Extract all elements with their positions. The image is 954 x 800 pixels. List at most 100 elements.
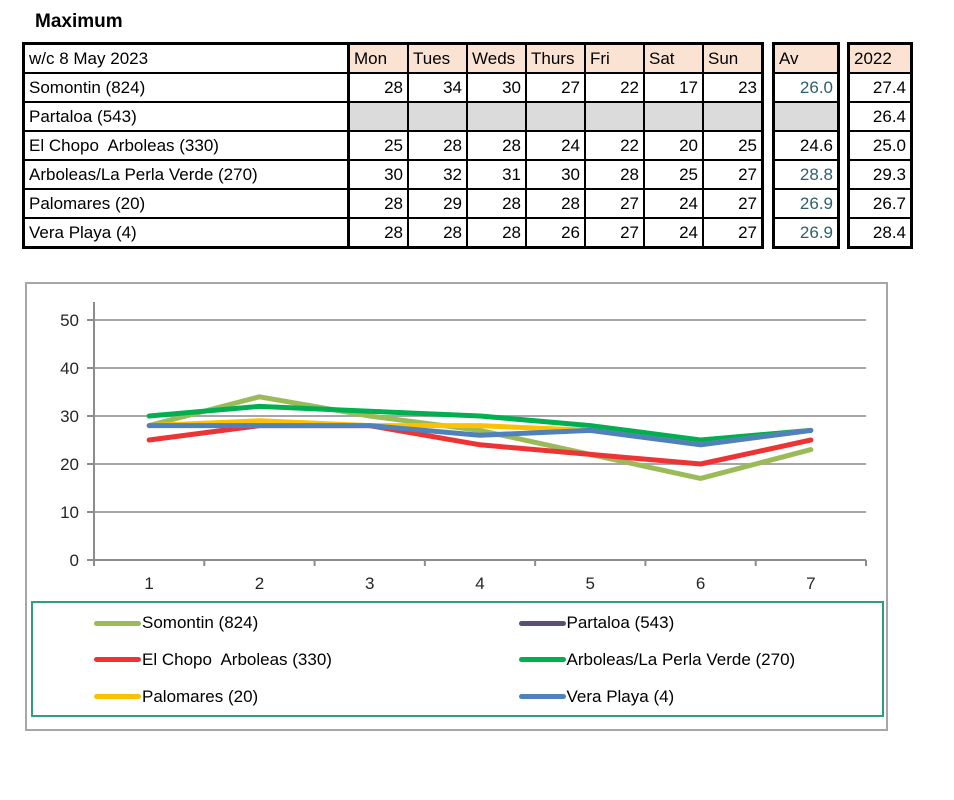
value-cell[interactable]: 20 — [643, 130, 704, 161]
table-row: Vera Playa (4) 28 28 28 26 27 24 27 — [22, 217, 764, 249]
row-label[interactable]: Somontin (824) — [22, 72, 350, 103]
day-header-mon[interactable]: Mon — [347, 42, 409, 74]
legend-label: Palomares (20) — [142, 686, 259, 706]
value-cell[interactable]: 27 — [584, 188, 645, 219]
value-cell[interactable]: 28 — [584, 159, 645, 190]
average-column-table: Av 26.0 24.6 28.8 26.9 26.9 — [772, 42, 840, 249]
y-tick-label: 10 — [60, 503, 79, 522]
day-header-sat[interactable]: Sat — [643, 42, 704, 74]
legend-item-el-chopo: El Chopo Arboleas (330) — [33, 650, 458, 670]
value-cell[interactable]: 27 — [702, 217, 764, 249]
value-cell[interactable]: 27 — [702, 159, 764, 190]
empty-cell[interactable] — [643, 101, 704, 132]
value-cell[interactable]: 28 — [347, 217, 409, 249]
value-cell[interactable]: 31 — [466, 159, 527, 190]
week-label-cell[interactable]: w/c 8 May 2023 — [22, 42, 350, 74]
y-tick-label: 50 — [60, 311, 79, 330]
value-cell[interactable]: 25 — [643, 159, 704, 190]
y-tick-label: 40 — [60, 359, 79, 378]
value-cell[interactable]: 28 — [525, 188, 586, 219]
legend-label: Somontin (824) — [142, 613, 259, 633]
value-cell[interactable]: 30 — [525, 159, 586, 190]
av-cell[interactable]: 28.8 — [772, 159, 840, 190]
row-label[interactable]: Palomares (20) — [22, 188, 350, 219]
av-cell[interactable]: 24.6 — [772, 130, 840, 161]
value-cell[interactable]: 24 — [643, 217, 704, 249]
value-cell[interactable]: 28 — [466, 130, 527, 161]
row-label[interactable]: Partaloa (543) — [22, 101, 350, 132]
legend-swatch — [518, 694, 566, 700]
empty-cell[interactable] — [584, 101, 645, 132]
year-cell[interactable]: 28.4 — [847, 217, 913, 249]
av-cell-empty[interactable] — [772, 101, 840, 132]
value-cell[interactable]: 22 — [584, 130, 645, 161]
av-cell[interactable]: 26.0 — [772, 72, 840, 103]
legend-swatch — [94, 657, 141, 663]
empty-cell[interactable] — [466, 101, 527, 132]
value-cell[interactable]: 28 — [407, 217, 468, 249]
day-header-thurs[interactable]: Thurs — [525, 42, 586, 74]
row-label[interactable]: Arboleas/La Perla Verde (270) — [22, 159, 350, 190]
series-line-0 — [146, 394, 814, 481]
value-cell[interactable]: 28 — [466, 217, 527, 249]
value-cell[interactable]: 34 — [407, 72, 468, 103]
year-2022-column-table: 2022 27.4 26.4 25.0 29.3 26.7 28.4 — [847, 42, 913, 249]
series-line-5 — [146, 423, 814, 448]
day-header-sun[interactable]: Sun — [702, 42, 764, 74]
day-header-fri[interactable]: Fri — [584, 42, 645, 74]
x-tick-label: 4 — [475, 574, 484, 593]
legend-item-vera-playa: Vera Playa (4) — [458, 687, 883, 707]
row-label[interactable]: El Chopo Arboleas (330) — [22, 130, 350, 161]
value-cell[interactable]: 32 — [407, 159, 468, 190]
table-row: Partaloa (543) — [22, 101, 764, 132]
row-label[interactable]: Vera Playa (4) — [22, 217, 350, 249]
value-cell[interactable]: 27 — [584, 217, 645, 249]
value-cell[interactable]: 28 — [407, 130, 468, 161]
weekly-temperature-table: w/c 8 May 2023 Mon Tues Weds Thurs Fri S… — [22, 42, 764, 249]
value-cell[interactable]: 28 — [347, 188, 409, 219]
value-cell[interactable]: 24 — [525, 130, 586, 161]
series-line-3 — [146, 403, 814, 443]
year-cell[interactable]: 26.4 — [847, 101, 913, 132]
x-tick-label: 3 — [365, 574, 374, 593]
day-header-weds[interactable]: Weds — [466, 42, 527, 74]
table-row: Arboleas/La Perla Verde (270) 30 32 31 3… — [22, 159, 764, 190]
value-cell[interactable]: 28 — [347, 72, 409, 103]
value-cell[interactable]: 28 — [466, 188, 527, 219]
y-tick-label: 0 — [70, 551, 79, 570]
av-header[interactable]: Av — [772, 42, 840, 74]
value-cell[interactable]: 27 — [702, 188, 764, 219]
av-cell[interactable]: 26.9 — [772, 188, 840, 219]
legend-item-somontin: Somontin (824) — [33, 613, 458, 633]
year-cell[interactable]: 27.4 — [847, 72, 913, 103]
value-cell[interactable]: 27 — [525, 72, 586, 103]
x-tick-label: 2 — [255, 574, 264, 593]
value-cell[interactable]: 25 — [702, 130, 764, 161]
legend-item-partaloa: Partaloa (543) — [458, 613, 883, 633]
year-header[interactable]: 2022 — [847, 42, 913, 74]
value-cell[interactable]: 17 — [643, 72, 704, 103]
legend-label: Arboleas/La Perla Verde (270) — [566, 649, 796, 669]
av-cell[interactable]: 26.9 — [772, 217, 840, 249]
value-cell[interactable]: 26 — [525, 217, 586, 249]
value-cell[interactable]: 23 — [702, 72, 764, 103]
empty-cell[interactable] — [525, 101, 586, 132]
empty-cell[interactable] — [347, 101, 409, 132]
year-cell[interactable]: 25.0 — [847, 130, 913, 161]
empty-cell[interactable] — [702, 101, 764, 132]
empty-cell[interactable] — [407, 101, 468, 132]
legend-swatch — [518, 620, 566, 626]
value-cell[interactable]: 30 — [347, 159, 409, 190]
year-cell[interactable]: 26.7 — [847, 188, 913, 219]
table-row: Palomares (20) 28 29 28 28 27 24 27 — [22, 188, 764, 219]
year-cell[interactable]: 29.3 — [847, 159, 913, 190]
value-cell[interactable]: 22 — [584, 72, 645, 103]
value-cell[interactable]: 29 — [407, 188, 468, 219]
value-cell[interactable]: 24 — [643, 188, 704, 219]
x-tick-label: 6 — [696, 574, 705, 593]
value-cell[interactable]: 25 — [347, 130, 409, 161]
day-header-tues[interactable]: Tues — [407, 42, 468, 74]
value-cell[interactable]: 30 — [466, 72, 527, 103]
legend-swatch — [94, 694, 141, 700]
